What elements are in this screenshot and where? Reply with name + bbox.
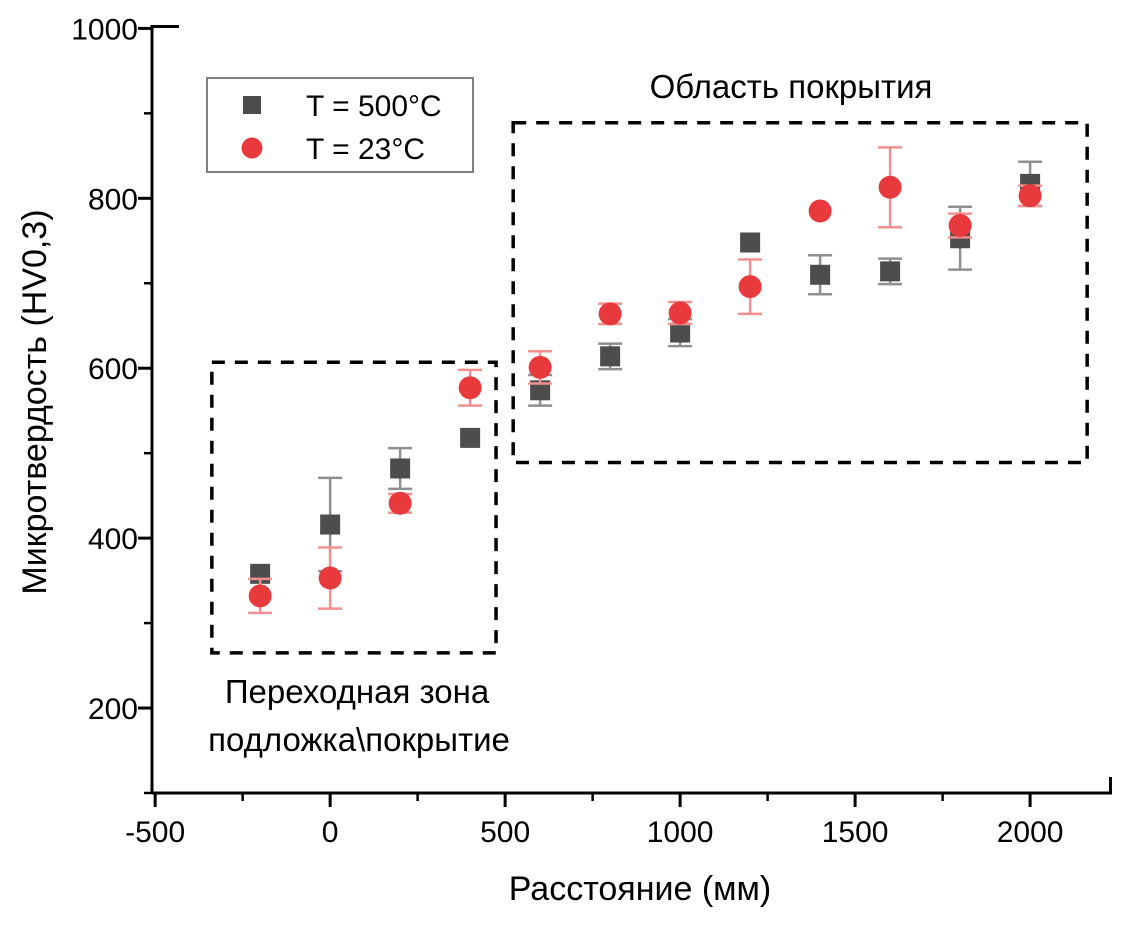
data-point-t500-x200 [390, 458, 411, 479]
data-point-t500-x1000 [670, 322, 691, 343]
data-point-t500-x1600 [880, 261, 901, 282]
y-tick-label-400: 400 [88, 523, 138, 556]
legend-label-t23: T = 23°C [306, 133, 425, 166]
data-point-t23-x800 [598, 302, 622, 326]
legend-marker-circle [241, 137, 263, 159]
transition-zone-annotation-line2: подложка\покрытие [208, 721, 510, 758]
y-tick-label-600: 600 [88, 353, 138, 386]
plot-area: -500 0 500 1000 1500 2000 200 400 600 800 1000 [71, 13, 1112, 849]
data-point-t500-x0 [320, 514, 341, 535]
data-point-t23-x200 [388, 491, 412, 515]
x-tick-label-500: 500 [480, 816, 530, 849]
x-tick-label-1000: 1000 [647, 816, 714, 849]
data-point-t23-x1400 [808, 199, 832, 223]
data-point-t500-x1200 [740, 232, 761, 253]
x-tick-label--500: -500 [125, 816, 185, 849]
coating-region-box [511, 120, 1089, 465]
data-point-t500-x800 [600, 346, 621, 367]
data-point-t23-x1800 [948, 213, 972, 237]
data-point-t23-x1600 [878, 175, 902, 199]
data-point-t23-x0 [318, 566, 342, 590]
data-point-t500-x400 [460, 427, 481, 448]
transition-zone-annotation-line1: Переходная зона [225, 673, 490, 710]
y-tick-label-200: 200 [88, 693, 138, 726]
data-point-t500-x600 [530, 380, 551, 401]
data-point-t23-x-200 [248, 584, 272, 608]
legend-marker-square [243, 96, 261, 114]
y-tick-label-800: 800 [88, 183, 138, 216]
coating-region-annotation: Область покрытия [650, 68, 933, 105]
data-point-t23-x400 [458, 376, 482, 400]
transition-zone-box [210, 360, 498, 655]
legend: T = 500°C T = 23°C [206, 77, 474, 173]
x-tick-label-1500: 1500 [822, 816, 889, 849]
data-point-t500-x1400 [810, 264, 831, 285]
x-tick-label-2000: 2000 [997, 816, 1064, 849]
data-point-t23-x2000 [1018, 184, 1042, 208]
x-axis-label: Расстояние (мм) [509, 870, 772, 908]
data-point-t23-x1000 [668, 301, 692, 325]
x-tick-label-0: 0 [322, 816, 339, 849]
y-tick-label-1000: 1000 [71, 13, 138, 46]
data-point-t23-x1200 [738, 275, 762, 299]
y-axis-label: Микротвердость (HV0,3) [16, 209, 54, 594]
data-point-t23-x600 [528, 355, 552, 379]
legend-label-t500: T = 500°C [306, 90, 442, 123]
